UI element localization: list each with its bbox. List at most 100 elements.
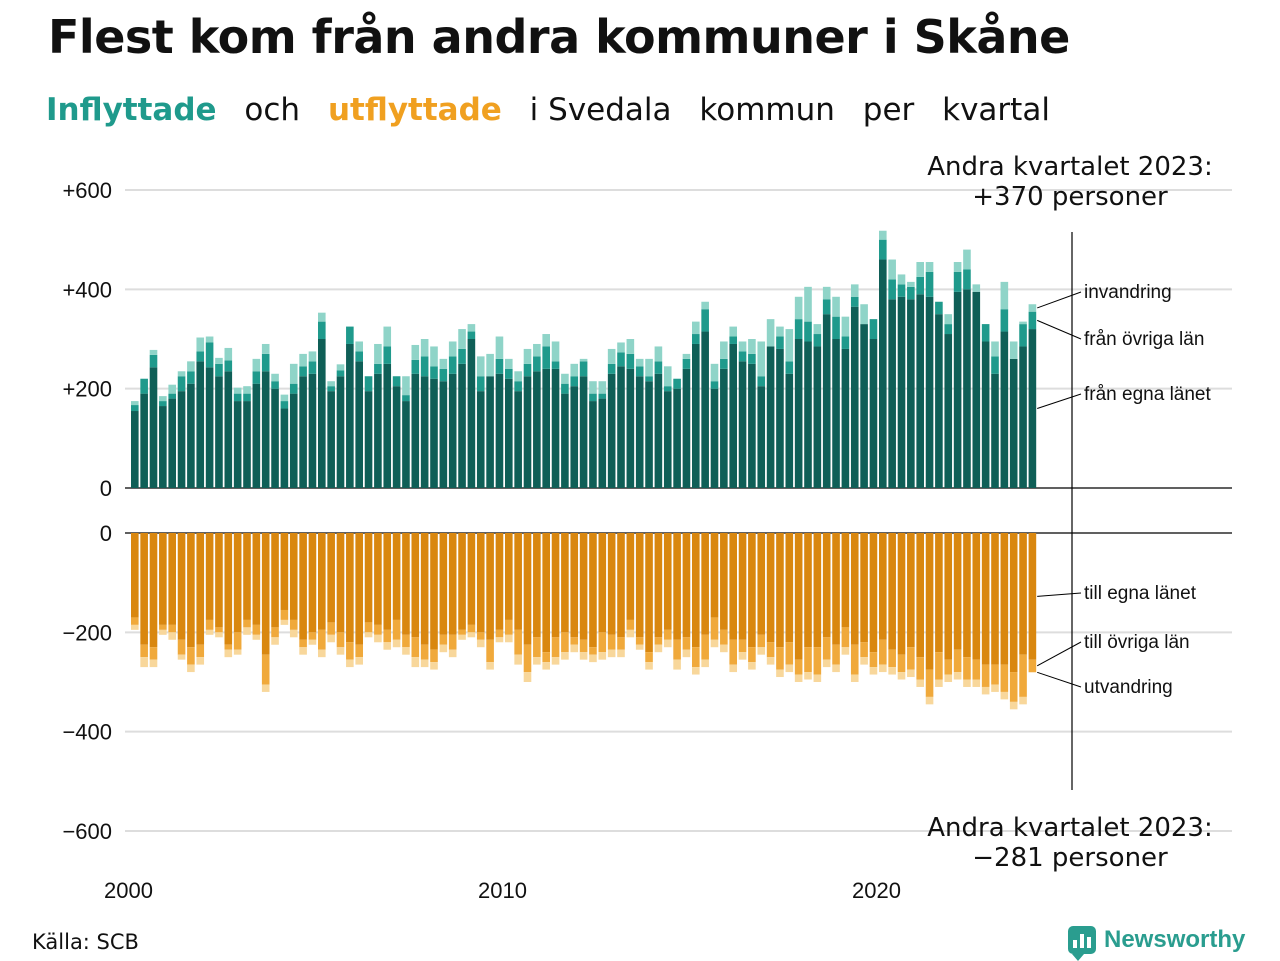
inflow-bar-segment bbox=[449, 374, 457, 488]
inflow-bar-segment bbox=[505, 369, 513, 379]
outflow-bar-segment bbox=[187, 533, 195, 647]
inflow-bar-segment bbox=[673, 389, 681, 488]
outflow-bar-segment bbox=[991, 665, 999, 685]
outflow-bar-segment bbox=[627, 630, 635, 637]
inflow-bar-segment bbox=[795, 339, 803, 488]
inflow-bar-segment bbox=[168, 394, 176, 399]
inflow-bar-segment bbox=[505, 379, 513, 488]
inflow-bar-segment bbox=[617, 366, 625, 488]
inflow-bar-segment bbox=[140, 379, 148, 394]
inflow-bar-segment bbox=[851, 307, 859, 488]
inflow-bar-segment bbox=[982, 341, 990, 488]
inflow-bar-segment bbox=[299, 354, 307, 366]
inflow-bar-segment bbox=[542, 346, 550, 368]
outflow-bar-segment bbox=[814, 533, 822, 647]
inflow-bar-segment bbox=[486, 376, 494, 488]
outflow-bar-segment bbox=[795, 660, 803, 675]
inflow-bar-segment bbox=[795, 319, 803, 339]
outflow-bar-segment bbox=[823, 533, 831, 637]
inflow-bar-segment bbox=[402, 401, 410, 488]
outflow-bar-segment bbox=[683, 637, 691, 649]
outflow-bar-segment bbox=[412, 637, 420, 657]
outflow-bar-segment bbox=[655, 637, 663, 644]
inflow-bar-segment bbox=[580, 359, 588, 361]
inflow-bar-segment bbox=[786, 361, 794, 373]
legend-leader-line bbox=[1037, 672, 1081, 687]
outflow-bar-segment bbox=[1010, 672, 1018, 702]
outflow-bar-segment bbox=[524, 645, 532, 672]
outflow-bar-segment bbox=[683, 533, 691, 637]
inflow-bar-segment bbox=[711, 364, 719, 381]
outflow-bar-segment bbox=[131, 625, 139, 630]
bar-chart-icon bbox=[1068, 926, 1096, 954]
outflow-bar-segment bbox=[225, 533, 233, 645]
outflow-bar-segment bbox=[617, 533, 625, 637]
outflow-bar-segment bbox=[729, 533, 737, 640]
outflow-bar-segment bbox=[973, 680, 981, 687]
inflow-bar-segment bbox=[944, 324, 952, 334]
inflow-bar-segment bbox=[879, 231, 887, 240]
outflow-bar-segment bbox=[206, 533, 214, 620]
inflow-bar-segment bbox=[150, 350, 158, 355]
outflow-bar-segment bbox=[318, 533, 326, 630]
inflow-bar-segment bbox=[842, 317, 850, 337]
outflow-bar-segment bbox=[393, 533, 401, 620]
outflow-bar-segment bbox=[281, 533, 289, 610]
outflow-bar-segment bbox=[870, 667, 878, 674]
outflow-bar-segment bbox=[720, 630, 728, 645]
outflow-bar-segment bbox=[636, 637, 644, 644]
inflow-bar-segment bbox=[196, 361, 204, 488]
outflow-bar-segment bbox=[234, 533, 242, 632]
inflow-bar-segment bbox=[748, 339, 756, 354]
outflow-bar-segment bbox=[131, 617, 139, 624]
outflow-bar-segment bbox=[309, 632, 317, 639]
outflow-bar-segment bbox=[496, 630, 504, 637]
outflow-bar-segment bbox=[262, 684, 270, 691]
outflow-bar-segment bbox=[440, 533, 448, 635]
inflow-bar-segment bbox=[888, 260, 896, 280]
outflow-bar-segment bbox=[823, 637, 831, 659]
inflow-bar-segment bbox=[739, 351, 747, 361]
inflow-bar-segment bbox=[589, 401, 597, 488]
outflow-bar-segment bbox=[514, 630, 522, 655]
legend-label: utvandring bbox=[1084, 677, 1173, 698]
inflow-bar-segment bbox=[842, 337, 850, 349]
inflow-bar-segment bbox=[963, 289, 971, 488]
newsworthy-logo: Newsworthy bbox=[1068, 922, 1245, 958]
inflow-bar-segment bbox=[421, 339, 429, 356]
inflow-bar-segment bbox=[383, 346, 391, 363]
outflow-bar-segment bbox=[692, 533, 700, 647]
outflow-bar-segment bbox=[150, 647, 158, 659]
inflow-bar-segment bbox=[561, 374, 569, 384]
inflow-bar-segment bbox=[645, 359, 653, 376]
inflow-bar-segment bbox=[973, 284, 981, 291]
outflow-bar-segment bbox=[916, 533, 924, 657]
outflow-bar-segment bbox=[786, 533, 794, 642]
inflow-bar-segment bbox=[290, 384, 298, 394]
inflow-bar-segment bbox=[991, 356, 999, 373]
outflow-bar-segment bbox=[271, 533, 279, 627]
outflow-bar-segment bbox=[542, 652, 550, 662]
outflow-bar-segment bbox=[234, 632, 242, 649]
outflow-bar-segment bbox=[533, 657, 541, 664]
inflow-bar-segment bbox=[776, 327, 784, 337]
inflow-bar-segment bbox=[599, 394, 607, 399]
inflow-bar-segment bbox=[337, 370, 345, 376]
outflow-bar-segment bbox=[916, 657, 924, 679]
inflow-bar-segment bbox=[729, 327, 737, 337]
outflow-bar-segment bbox=[739, 533, 747, 640]
outflow-bar-segment bbox=[617, 650, 625, 657]
outflow-bar-segment bbox=[664, 640, 672, 647]
inflow-bar-segment bbox=[832, 339, 840, 488]
inflow-bar-segment bbox=[898, 297, 906, 488]
outflow-bar-segment bbox=[842, 647, 850, 654]
inflow-bar-segment bbox=[767, 319, 775, 346]
outflow-bar-segment bbox=[729, 665, 737, 672]
inflow-bar-segment bbox=[514, 371, 522, 381]
inflow-bar-segment bbox=[720, 341, 728, 358]
outflow-bar-segment bbox=[505, 533, 513, 620]
inflow-bar-segment bbox=[458, 329, 466, 349]
outflow-bar-segment bbox=[580, 640, 588, 652]
outflow-bar-segment bbox=[926, 533, 934, 670]
outflow-bar-segment bbox=[187, 665, 195, 672]
